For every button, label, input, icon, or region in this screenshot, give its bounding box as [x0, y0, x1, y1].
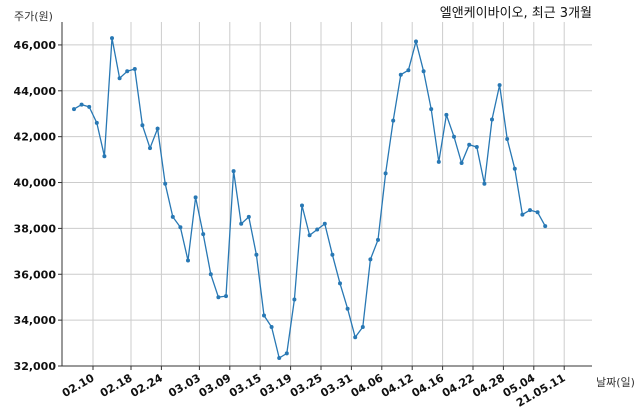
data-point [315, 227, 320, 232]
data-point [186, 258, 190, 263]
data-point [338, 281, 342, 286]
price-line [73, 37, 546, 360]
data-point [543, 224, 548, 229]
x-tick-label: 03.25 [288, 371, 325, 400]
data-point [474, 145, 479, 149]
data-point [201, 232, 206, 237]
x-tick-label: 03.19 [257, 371, 294, 400]
y-tick-label: 36,000 [14, 268, 57, 281]
x-tick-label: 03.15 [227, 371, 264, 400]
x-tick-label: 02.10 [60, 371, 97, 400]
x-tick-label: 03.31 [318, 371, 355, 400]
data-point [140, 123, 145, 128]
data-point [224, 294, 228, 299]
data-point [398, 72, 403, 77]
data-point [452, 134, 456, 139]
x-tick-label: 03.03 [166, 371, 203, 400]
data-point [482, 181, 487, 186]
x-tick-label: 04.28 [470, 371, 507, 400]
data-point [216, 295, 221, 300]
data-point [72, 107, 76, 112]
y-axis-label: 주가(원) [14, 10, 53, 23]
data-point [269, 325, 274, 329]
y-tick-label: 42,000 [14, 131, 57, 144]
data-point [262, 313, 266, 318]
data-point [246, 214, 251, 219]
y-tick-label: 46,000 [14, 39, 57, 52]
data-point [391, 118, 396, 123]
data-point [360, 325, 365, 329]
y-tick-label: 34,000 [14, 314, 57, 327]
data-point [170, 214, 175, 219]
price-points [72, 36, 548, 360]
data-point [535, 210, 540, 215]
data-point [94, 120, 99, 125]
data-point [520, 212, 525, 217]
data-point [497, 83, 502, 88]
data-point [87, 104, 92, 109]
data-point [277, 356, 282, 360]
data-point [300, 203, 304, 208]
y-tick-label: 38,000 [14, 222, 57, 235]
data-point [132, 67, 137, 71]
data-point [490, 117, 494, 122]
x-tick-label: 03.09 [197, 371, 234, 400]
data-point [383, 171, 388, 176]
data-point [292, 297, 297, 302]
data-point [208, 272, 213, 277]
data-point [193, 195, 198, 200]
x-tick-label: 02.18 [98, 371, 135, 400]
data-point [125, 69, 130, 74]
x-axis-label: 날짜(일) [596, 375, 635, 389]
data-point [110, 36, 114, 41]
data-point [467, 142, 472, 147]
data-point [117, 76, 122, 81]
data-point [330, 252, 335, 257]
data-point [178, 225, 183, 230]
data-point [376, 237, 380, 242]
data-point [406, 68, 411, 73]
y-tick-label: 32,000 [14, 360, 57, 373]
data-point [307, 233, 312, 238]
data-point [322, 221, 327, 226]
data-point [368, 257, 373, 262]
data-point [512, 166, 517, 171]
data-point [254, 252, 259, 257]
data-point [421, 69, 426, 74]
y-tick-label: 40,000 [14, 177, 57, 190]
x-tick-label: 02.24 [128, 371, 165, 400]
data-point [163, 181, 168, 186]
data-point [102, 154, 107, 159]
data-point [444, 112, 449, 117]
data-point [429, 107, 434, 112]
data-point [79, 102, 84, 107]
x-tick-label: 04.16 [409, 371, 446, 400]
y-tick-label: 44,000 [14, 85, 57, 98]
data-point [505, 137, 510, 141]
data-point [353, 335, 358, 340]
x-tick-label: 04.06 [349, 371, 386, 400]
x-tick-label: 04.22 [440, 371, 477, 400]
data-point [436, 159, 441, 164]
data-point [414, 39, 418, 44]
grid [62, 22, 592, 367]
data-point [459, 161, 464, 165]
data-point [231, 169, 236, 174]
data-point [284, 351, 289, 356]
data-point [155, 126, 160, 131]
x-tick-label: 04.12 [379, 371, 416, 400]
data-point [239, 221, 244, 226]
axes [61, 22, 592, 367]
data-point [148, 146, 152, 151]
data-point [528, 208, 532, 213]
chart-title: 엘앤케이바이오, 최근 3개월 [440, 6, 592, 21]
data-point [345, 306, 350, 311]
